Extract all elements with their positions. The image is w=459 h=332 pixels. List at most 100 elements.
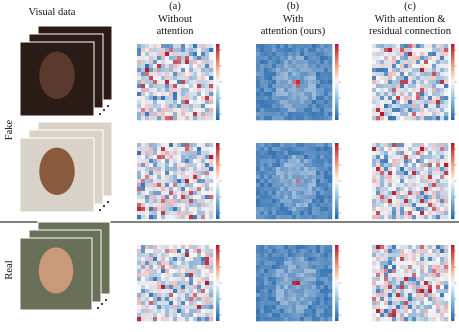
heatmap-cell xyxy=(408,175,413,180)
heatmap-cell xyxy=(420,88,425,93)
heatmap-cell xyxy=(268,273,273,278)
heatmap-cell xyxy=(185,269,190,274)
heatmap-cell xyxy=(408,60,413,65)
heatmap-cell xyxy=(420,183,425,188)
heatmap-cell xyxy=(292,175,297,180)
heatmap-cell xyxy=(141,92,146,97)
heatmap-cell xyxy=(420,143,425,148)
heatmap-cell xyxy=(137,92,142,97)
heatmap-cell xyxy=(384,179,389,184)
visual-data-heading: Visual data xyxy=(29,7,76,18)
heatmap-cell xyxy=(428,151,433,156)
heatmap-cell xyxy=(376,175,381,180)
heatmap-cell xyxy=(141,108,146,113)
heatmap-cell xyxy=(408,100,413,105)
heatmap-cell xyxy=(137,88,142,93)
heatmap-cell xyxy=(288,261,293,266)
heatmap-cell xyxy=(300,265,305,270)
heatmap-cell xyxy=(316,151,321,156)
heatmap-cell xyxy=(276,277,281,282)
heatmap-cell xyxy=(185,159,190,164)
heatmap-cell xyxy=(424,215,429,220)
heatmap-cell xyxy=(408,301,413,306)
heatmap-cell xyxy=(308,84,313,89)
heatmap-cell xyxy=(197,80,202,85)
heatmap-cell xyxy=(201,48,206,53)
heatmap-cell xyxy=(193,44,198,49)
heatmap-cell xyxy=(412,191,417,196)
heatmap-cell xyxy=(384,297,389,302)
heatmap-cell xyxy=(256,64,261,69)
heatmap-cell xyxy=(404,108,409,113)
heatmap-cell xyxy=(165,187,170,192)
heatmap-cell xyxy=(185,175,190,180)
heatmap-cell xyxy=(205,289,210,294)
heatmap-cell xyxy=(436,80,441,85)
heatmap-cell xyxy=(412,104,417,109)
heatmap-cell xyxy=(380,56,385,61)
heatmap-cell xyxy=(189,72,194,77)
heatmap-cell xyxy=(436,108,441,113)
heatmap-cell xyxy=(288,215,293,220)
heatmap-cell xyxy=(308,257,313,262)
heatmap-cell xyxy=(436,215,441,220)
heatmap-cell xyxy=(408,179,413,184)
heatmap-cell xyxy=(197,281,202,286)
heatmap-cell xyxy=(169,104,174,109)
heatmap-cell xyxy=(404,60,409,65)
heatmap-cell xyxy=(300,68,305,73)
heatmap-cell xyxy=(284,203,289,208)
heatmap-cell xyxy=(209,317,214,322)
heatmap-cell xyxy=(145,207,150,212)
heatmap-cell xyxy=(145,159,150,164)
heatmap-cell xyxy=(404,72,409,77)
heatmap-cell xyxy=(260,171,265,176)
heatmap-cell xyxy=(161,143,166,148)
heatmap-cell xyxy=(268,211,273,216)
heatmap-cell xyxy=(404,293,409,298)
heatmap-cell xyxy=(392,253,397,258)
heatmap-cell xyxy=(201,147,206,152)
heatmap-cell xyxy=(165,253,170,258)
heatmap-cell xyxy=(173,52,178,57)
heatmap-cell xyxy=(256,297,261,302)
heatmap-cell xyxy=(300,293,305,298)
heatmap-cell xyxy=(181,171,186,176)
heatmap-cell xyxy=(444,191,449,196)
heatmap-cell xyxy=(284,68,289,73)
heatmap-cell xyxy=(312,187,317,192)
heatmap-cell xyxy=(141,159,146,164)
heatmap-cell xyxy=(272,285,277,290)
heatmap-cell xyxy=(173,313,178,318)
heatmap-cell xyxy=(177,199,182,204)
heatmap-cell xyxy=(440,179,445,184)
heatmap-cell xyxy=(444,277,449,282)
heatmap-cell xyxy=(296,269,301,274)
heatmap-cell xyxy=(376,301,381,306)
heatmap-cell xyxy=(400,285,405,290)
heatmap-cell xyxy=(256,108,261,113)
heatmap-cell xyxy=(304,203,309,208)
heatmap-cell xyxy=(161,84,166,89)
heatmap-cell xyxy=(193,143,198,148)
heatmap-cell xyxy=(328,285,333,290)
heatmap-cell xyxy=(316,183,321,188)
heatmap-cell xyxy=(153,261,158,266)
heatmap-cell xyxy=(276,179,281,184)
heatmap-cell xyxy=(268,96,273,101)
heatmap-cell xyxy=(432,317,437,322)
heatmap-cell xyxy=(436,313,441,318)
heatmap-cell xyxy=(396,60,401,65)
heatmap-cell xyxy=(264,52,269,57)
heatmap-cell xyxy=(420,211,425,216)
heatmap-cell xyxy=(320,309,325,314)
heatmap-cell xyxy=(316,48,321,53)
heatmap-cell xyxy=(420,56,425,61)
heatmap-cell xyxy=(328,317,333,322)
heatmap-cell xyxy=(149,207,154,212)
heatmap-cell xyxy=(408,52,413,57)
heatmap-cell xyxy=(424,76,429,81)
heatmap-cell xyxy=(272,293,277,298)
heatmap-cell xyxy=(197,104,202,109)
heatmap-cell xyxy=(260,100,265,105)
